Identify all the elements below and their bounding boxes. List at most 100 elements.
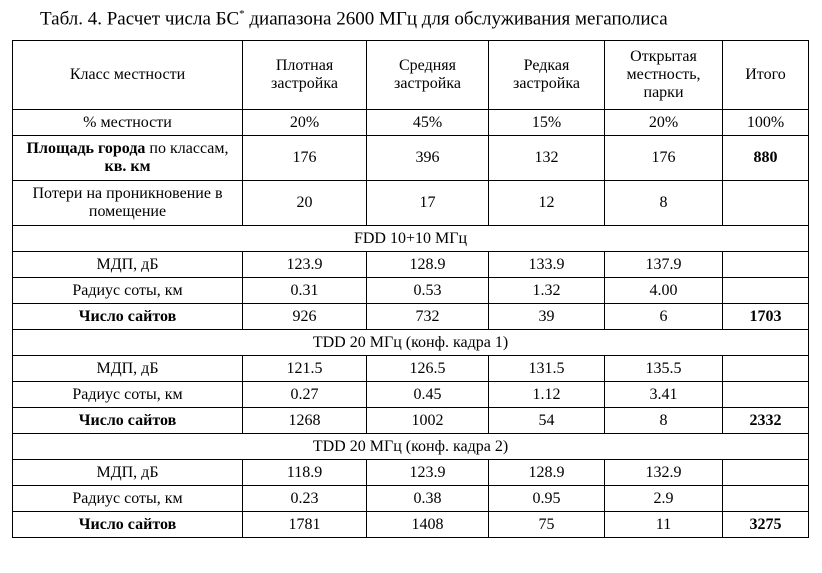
empty-cell [722, 485, 809, 512]
value-cell: 20% [242, 109, 367, 136]
section-row: TDD 20 МГц (конф. кадра 2) [12, 433, 809, 460]
value-cell: 39 [488, 303, 605, 330]
value-cell: 2332 [722, 407, 809, 434]
value-cell: 128.9 [488, 459, 605, 486]
value-cell: 17 [366, 180, 489, 226]
section-title: FDD 10+10 МГц [12, 225, 809, 252]
section-row: FDD 10+10 МГц [12, 225, 809, 252]
value-cell: 1781 [242, 511, 367, 538]
value-cell: 1703 [722, 303, 809, 330]
section-title: TDD 20 МГц (конф. кадра 2) [12, 433, 809, 460]
section-row: TDD 20 МГц (конф. кадра 1) [12, 329, 809, 356]
value-cell: 128.9 [366, 251, 489, 278]
value-cell: 123.9 [366, 459, 489, 486]
value-cell: 176 [604, 135, 723, 181]
value-cell: 2.9 [604, 485, 723, 512]
header-cell: Редкая застройка [488, 40, 605, 110]
table-row: Радиус соты, км 0.31 0.53 1.32 4.00 [12, 277, 809, 304]
title-text: диапазона 2600 МГц для обслуживания мега… [244, 8, 668, 30]
value-cell: 1408 [366, 511, 489, 538]
value-cell: 100% [722, 109, 809, 136]
value-cell: 20 [242, 180, 367, 226]
value-cell: 8 [604, 180, 723, 226]
row-label: МДП, дБ [12, 459, 243, 486]
value-cell: 132.9 [604, 459, 723, 486]
value-cell: 0.23 [242, 485, 367, 512]
row-label: МДП, дБ [12, 355, 243, 382]
header-cell: Средняя застройка [366, 40, 489, 110]
empty-cell [722, 277, 809, 304]
empty-cell [722, 251, 809, 278]
value-cell: 11 [604, 511, 723, 538]
value-cell: 1268 [242, 407, 367, 434]
row-label: Площадь города по классам, кв. км [12, 135, 243, 181]
label-part: Площадь города [26, 140, 146, 157]
footnote-mark: * [239, 8, 245, 20]
table-title: Табл. 4. Расчет числа БС* диапазона 2600… [40, 8, 668, 30]
value-cell: 132 [488, 135, 605, 181]
row-label: Число сайтов [12, 511, 243, 538]
table-row: МДП, дБ 123.9 128.9 133.9 137.9 [12, 251, 809, 278]
label-part: кв. км [104, 158, 151, 175]
value-cell: 1.32 [488, 277, 605, 304]
value-cell: 6 [604, 303, 723, 330]
empty-cell [722, 459, 809, 486]
value-cell: 126.5 [366, 355, 489, 382]
value-cell: 0.45 [366, 381, 489, 408]
value-cell: 0.31 [242, 277, 367, 304]
value-cell: 123.9 [242, 251, 367, 278]
value-cell: 3.41 [604, 381, 723, 408]
value-cell: 121.5 [242, 355, 367, 382]
row-label: Число сайтов [12, 407, 243, 434]
empty-cell [722, 381, 809, 408]
table-row: МДП, дБ 118.9 123.9 128.9 132.9 [12, 459, 809, 486]
value-cell: 45% [366, 109, 489, 136]
table-row: Число сайтов 1268 1002 54 8 2332 [12, 407, 809, 434]
value-cell: 1.12 [488, 381, 605, 408]
row-label: Радиус соты, км [12, 277, 243, 304]
value-cell: 20% [604, 109, 723, 136]
empty-cell [722, 180, 809, 226]
value-cell: 118.9 [242, 459, 367, 486]
table-row: % местности 20% 45% 15% 20% 100% [12, 109, 809, 136]
table-row: МДП, дБ 121.5 126.5 131.5 135.5 [12, 355, 809, 382]
value-cell: 15% [488, 109, 605, 136]
table-row: Число сайтов 1781 1408 75 11 3275 [12, 511, 809, 538]
row-label: МДП, дБ [12, 251, 243, 278]
value-cell: 0.53 [366, 277, 489, 304]
value-cell: 0.95 [488, 485, 605, 512]
value-cell: 8 [604, 407, 723, 434]
value-cell: 131.5 [488, 355, 605, 382]
header-cell: Открытая местность, парки [604, 40, 723, 110]
value-cell: 0.38 [366, 485, 489, 512]
label-part: по классам, [145, 140, 229, 157]
table-body: Класс местности Плотная застройка Средняя … [12, 40, 809, 538]
header-cell: Итого [722, 40, 809, 110]
table-row: Потери на проникновение в помещение 20 17 1… [12, 180, 809, 226]
table-row: Радиус соты, км 0.27 0.45 1.12 3.41 [12, 381, 809, 408]
value-cell: 3275 [722, 511, 809, 538]
value-cell: 4.00 [604, 277, 723, 304]
value-cell: 133.9 [488, 251, 605, 278]
value-cell: 54 [488, 407, 605, 434]
empty-cell [722, 355, 809, 382]
header-row: Класс местности Плотная застройка Средняя … [12, 40, 809, 110]
value-cell: 1002 [366, 407, 489, 434]
value-cell: 137.9 [604, 251, 723, 278]
row-label: % местности [12, 109, 243, 136]
table-row: Радиус соты, км 0.23 0.38 0.95 2.9 [12, 485, 809, 512]
value-cell: 75 [488, 511, 605, 538]
header-cell: Класс местности [12, 40, 243, 110]
value-cell: 135.5 [604, 355, 723, 382]
header-cell: Плотная застройка [242, 40, 367, 110]
value-cell: 176 [242, 135, 367, 181]
value-cell: 396 [366, 135, 489, 181]
value-cell: 880 [722, 135, 809, 181]
value-cell: 0.27 [242, 381, 367, 408]
value-cell: 926 [242, 303, 367, 330]
table-row: Число сайтов 926 732 39 6 1703 [12, 303, 809, 330]
row-label: Радиус соты, км [12, 381, 243, 408]
value-cell: 732 [366, 303, 489, 330]
title-text: Табл. 4. Расчет числа БС [40, 8, 240, 30]
